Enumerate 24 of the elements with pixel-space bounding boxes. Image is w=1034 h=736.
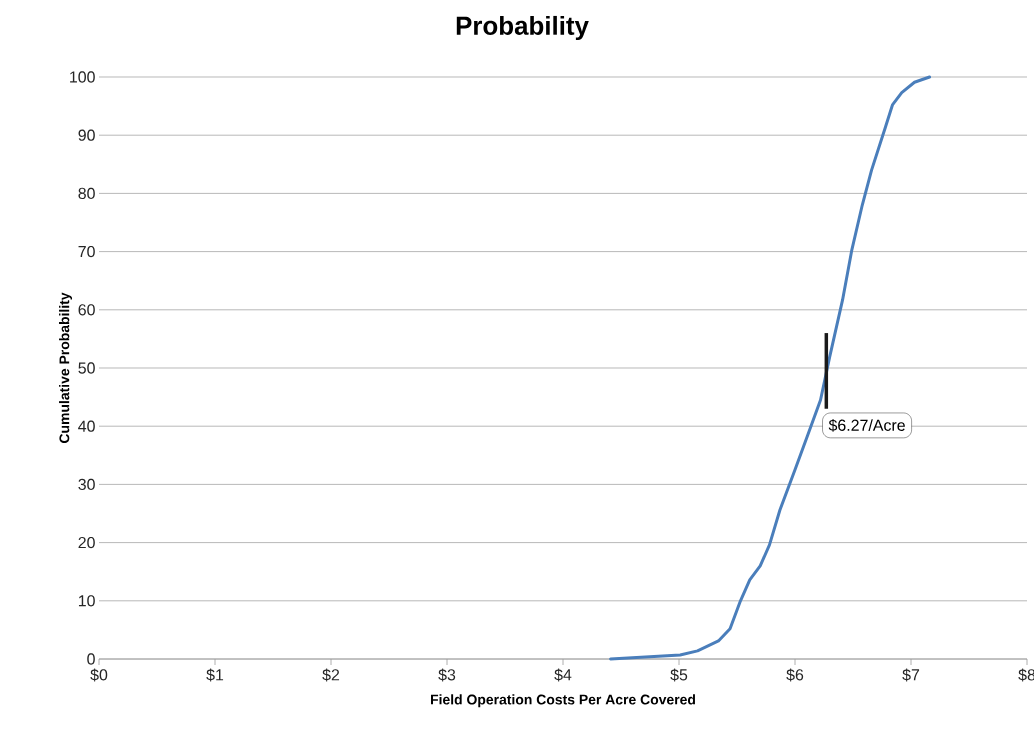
- x-tick-label: $6: [786, 668, 804, 682]
- y-tick-label: 60: [78, 304, 95, 316]
- y-tick-label: 20: [78, 536, 95, 549]
- y-tick-label: 50: [78, 362, 95, 374]
- x-tick-label: $1: [206, 668, 224, 682]
- y-tick-label: 70: [78, 245, 95, 258]
- y-tick-label: 80: [78, 187, 95, 200]
- x-tick-label: $2: [322, 668, 340, 682]
- x-tick-label: $5: [670, 668, 688, 682]
- y-tick-label: 40: [78, 420, 95, 432]
- line-series: [609, 75, 932, 661]
- y-tick-label: 30: [78, 478, 95, 491]
- x-tick-label: $4: [554, 668, 572, 682]
- y-tick-label: 10: [78, 595, 95, 607]
- chart-title: Probability: [456, 15, 589, 41]
- y-axis-title: Cumulative Probability: [59, 292, 73, 443]
- x-tick-label: $7: [902, 668, 920, 682]
- ref-line-label: $6.27/Acre: [828, 418, 905, 432]
- y-tick-label: 0: [87, 653, 95, 665]
- x-tick-label: $0: [90, 668, 108, 682]
- x-axis-title: Field Operation Costs Per Acre Covered: [431, 694, 695, 708]
- x-tick-label: $3: [438, 668, 456, 682]
- y-tick-label: 100: [70, 71, 95, 83]
- y-tick-label: 90: [78, 129, 95, 141]
